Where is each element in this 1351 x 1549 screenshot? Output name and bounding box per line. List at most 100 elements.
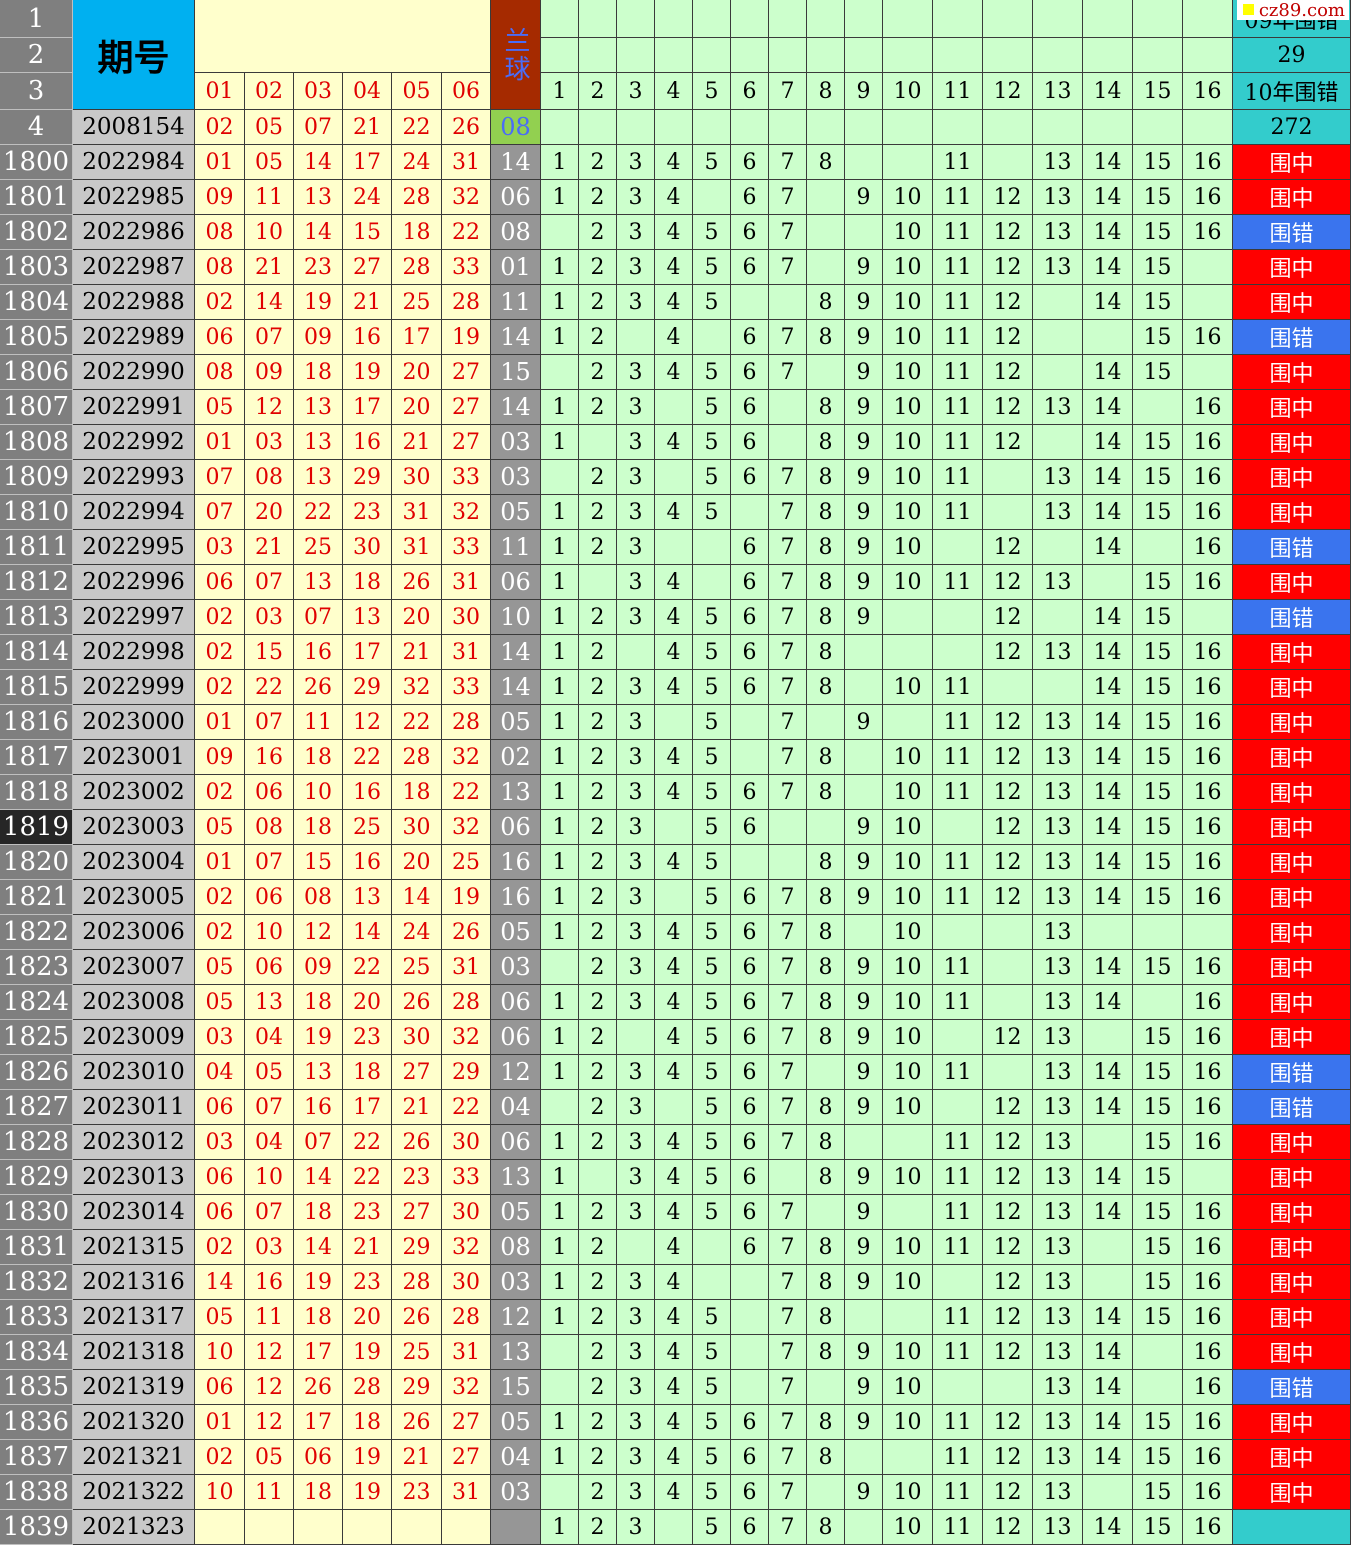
grid-cell[interactable] <box>1183 0 1233 38</box>
grid-cell[interactable]: 15 <box>1133 600 1183 635</box>
grid-cell[interactable] <box>731 495 769 530</box>
red-number-cell[interactable]: 06 <box>195 1195 245 1230</box>
grid-cell[interactable]: 6 <box>731 1195 769 1230</box>
summary-cell[interactable]: 29 <box>1233 38 1351 73</box>
grid-cell[interactable]: 2 <box>579 950 617 985</box>
grid-cell[interactable] <box>933 600 983 635</box>
grid-cell[interactable]: 12 <box>983 1090 1033 1125</box>
grid-cell[interactable]: 14 <box>1083 845 1133 880</box>
red-number-cell[interactable]: 02 <box>195 1440 245 1475</box>
grid-cell[interactable]: 4 <box>655 1440 693 1475</box>
grid-cell[interactable] <box>807 355 845 390</box>
grid-cell[interactable] <box>1083 0 1133 38</box>
row-number[interactable]: 1819 <box>0 810 73 845</box>
grid-cell[interactable]: 5 <box>693 810 731 845</box>
issue-cell[interactable]: 2023004 <box>73 845 195 880</box>
grid-cell[interactable]: 9 <box>845 495 883 530</box>
red-number-cell[interactable]: 14 <box>195 1265 245 1300</box>
red-number-cell[interactable]: 01 <box>195 145 245 180</box>
grid-cell[interactable]: 3 <box>617 1370 655 1405</box>
grid-cell[interactable]: 10 <box>883 775 933 810</box>
row-number[interactable]: 1834 <box>0 1335 73 1370</box>
grid-cell[interactable]: 9 <box>845 1335 883 1370</box>
grid-cell[interactable]: 12 <box>983 1510 1033 1545</box>
red-number-cell[interactable]: 09 <box>294 950 343 985</box>
red-number-cell[interactable]: 30 <box>442 600 491 635</box>
grid-cell[interactable]: 2 <box>579 1405 617 1440</box>
grid-cell[interactable]: 9 <box>845 530 883 565</box>
grid-cell[interactable]: 7 <box>769 705 807 740</box>
grid-cell[interactable] <box>983 495 1033 530</box>
grid-cell[interactable] <box>1083 565 1133 600</box>
grid-cell[interactable]: 16 <box>1183 530 1233 565</box>
grid-cell[interactable]: 7 <box>769 1020 807 1055</box>
grid-cell[interactable] <box>541 0 579 38</box>
row-number[interactable]: 1838 <box>0 1475 73 1510</box>
grid-cell[interactable]: 4 <box>655 1230 693 1265</box>
result-badge[interactable]: 围错 <box>1233 1370 1351 1405</box>
red-number-cell[interactable]: 06 <box>245 880 294 915</box>
grid-cell[interactable]: 11 <box>933 880 983 915</box>
red-number-cell[interactable]: 23 <box>343 495 392 530</box>
grid-cell[interactable]: 4 <box>655 915 693 950</box>
grid-cell[interactable] <box>617 635 655 670</box>
result-badge[interactable]: 围中 <box>1233 180 1351 215</box>
grid-cell[interactable]: 11 <box>933 390 983 425</box>
grid-cell[interactable] <box>617 1230 655 1265</box>
red-number-cell[interactable]: 28 <box>442 1300 491 1335</box>
red-number-cell[interactable]: 25 <box>392 950 442 985</box>
grid-cell[interactable]: 15 <box>1133 1125 1183 1160</box>
grid-cell[interactable]: 3 <box>617 180 655 215</box>
grid-cell[interactable]: 2 <box>579 1335 617 1370</box>
grid-cell[interactable]: 14 <box>1083 1440 1133 1475</box>
grid-cell[interactable]: 4 <box>655 180 693 215</box>
grid-cell[interactable]: 8 <box>807 320 845 355</box>
red-number-cell[interactable]: 07 <box>245 1090 294 1125</box>
grid-cell[interactable]: 12 <box>983 1405 1033 1440</box>
issue-cell[interactable]: 2021319 <box>73 1370 195 1405</box>
grid-cell[interactable] <box>579 425 617 460</box>
red-number-cell[interactable]: 02 <box>195 915 245 950</box>
grid-cell[interactable]: 11 <box>933 1405 983 1440</box>
red-number-cell[interactable]: 07 <box>245 320 294 355</box>
grid-column-header[interactable]: 16 <box>1183 73 1233 110</box>
grid-cell[interactable]: 9 <box>845 985 883 1020</box>
result-badge[interactable]: 围中 <box>1233 1195 1351 1230</box>
result-badge[interactable]: 围中 <box>1233 845 1351 880</box>
row-number[interactable]: 1810 <box>0 495 73 530</box>
row-number[interactable]: 3 <box>0 73 73 110</box>
red-number-cell[interactable]: 32 <box>442 1370 491 1405</box>
blue-number-cell[interactable]: 03 <box>491 950 541 985</box>
red-number-cell[interactable]: 26 <box>294 1370 343 1405</box>
issue-cell[interactable]: 2022984 <box>73 145 195 180</box>
grid-cell[interactable]: 2 <box>579 775 617 810</box>
issue-cell[interactable]: 2021321 <box>73 1440 195 1475</box>
red-number-cell[interactable]: 17 <box>392 320 442 355</box>
grid-cell[interactable]: 5 <box>693 600 731 635</box>
grid-cell[interactable] <box>845 915 883 950</box>
grid-cell[interactable] <box>541 355 579 390</box>
grid-cell[interactable]: 1 <box>541 740 579 775</box>
issue-cell[interactable]: 2023013 <box>73 1160 195 1195</box>
grid-cell[interactable]: 5 <box>693 740 731 775</box>
red-number-cell[interactable]: 19 <box>294 285 343 320</box>
red-number-cell[interactable]: 22 <box>442 215 491 250</box>
row-number[interactable]: 1807 <box>0 390 73 425</box>
grid-cell[interactable] <box>731 38 769 73</box>
row-number[interactable]: 1815 <box>0 670 73 705</box>
red-number-cell[interactable]: 23 <box>392 1475 442 1510</box>
red-number-cell[interactable]: 21 <box>245 530 294 565</box>
red-number-cell[interactable]: 16 <box>245 740 294 775</box>
grid-cell[interactable]: 16 <box>1183 180 1233 215</box>
red-number-cell[interactable]: 14 <box>294 145 343 180</box>
grid-cell[interactable] <box>655 110 693 145</box>
issue-cell[interactable]: 2022988 <box>73 285 195 320</box>
red-number-cell[interactable]: 26 <box>392 985 442 1020</box>
grid-cell[interactable]: 11 <box>933 460 983 495</box>
grid-cell[interactable]: 14 <box>1083 670 1133 705</box>
grid-cell[interactable] <box>807 810 845 845</box>
grid-cell[interactable]: 9 <box>845 565 883 600</box>
result-badge[interactable]: 围错 <box>1233 320 1351 355</box>
grid-cell[interactable]: 16 <box>1183 215 1233 250</box>
grid-cell[interactable]: 13 <box>1033 880 1083 915</box>
